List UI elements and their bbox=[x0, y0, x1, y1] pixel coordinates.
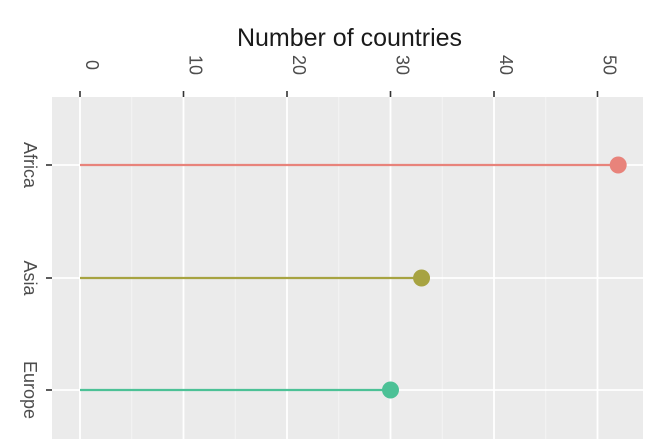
axis-ticks: 0 10 20 30 40 50 Africa Asia Europe bbox=[20, 55, 620, 419]
x-tick-label: 40 bbox=[496, 55, 516, 75]
category-label-asia: Asia bbox=[20, 260, 40, 296]
point-africa bbox=[609, 156, 627, 174]
x-axis-title: Number of countries bbox=[237, 24, 462, 52]
x-tick-label: 30 bbox=[393, 55, 413, 75]
x-tick-label: 50 bbox=[600, 55, 620, 75]
category-label-europe: Europe bbox=[20, 361, 40, 419]
point-europe bbox=[382, 381, 399, 399]
plot-panel bbox=[52, 97, 643, 439]
data-marks bbox=[80, 156, 627, 399]
x-tick-label: 0 bbox=[82, 60, 102, 70]
category-label-africa: Africa bbox=[20, 142, 40, 189]
x-tick-label: 10 bbox=[186, 55, 206, 75]
x-tick-label: 20 bbox=[289, 55, 309, 75]
point-asia bbox=[413, 269, 431, 287]
